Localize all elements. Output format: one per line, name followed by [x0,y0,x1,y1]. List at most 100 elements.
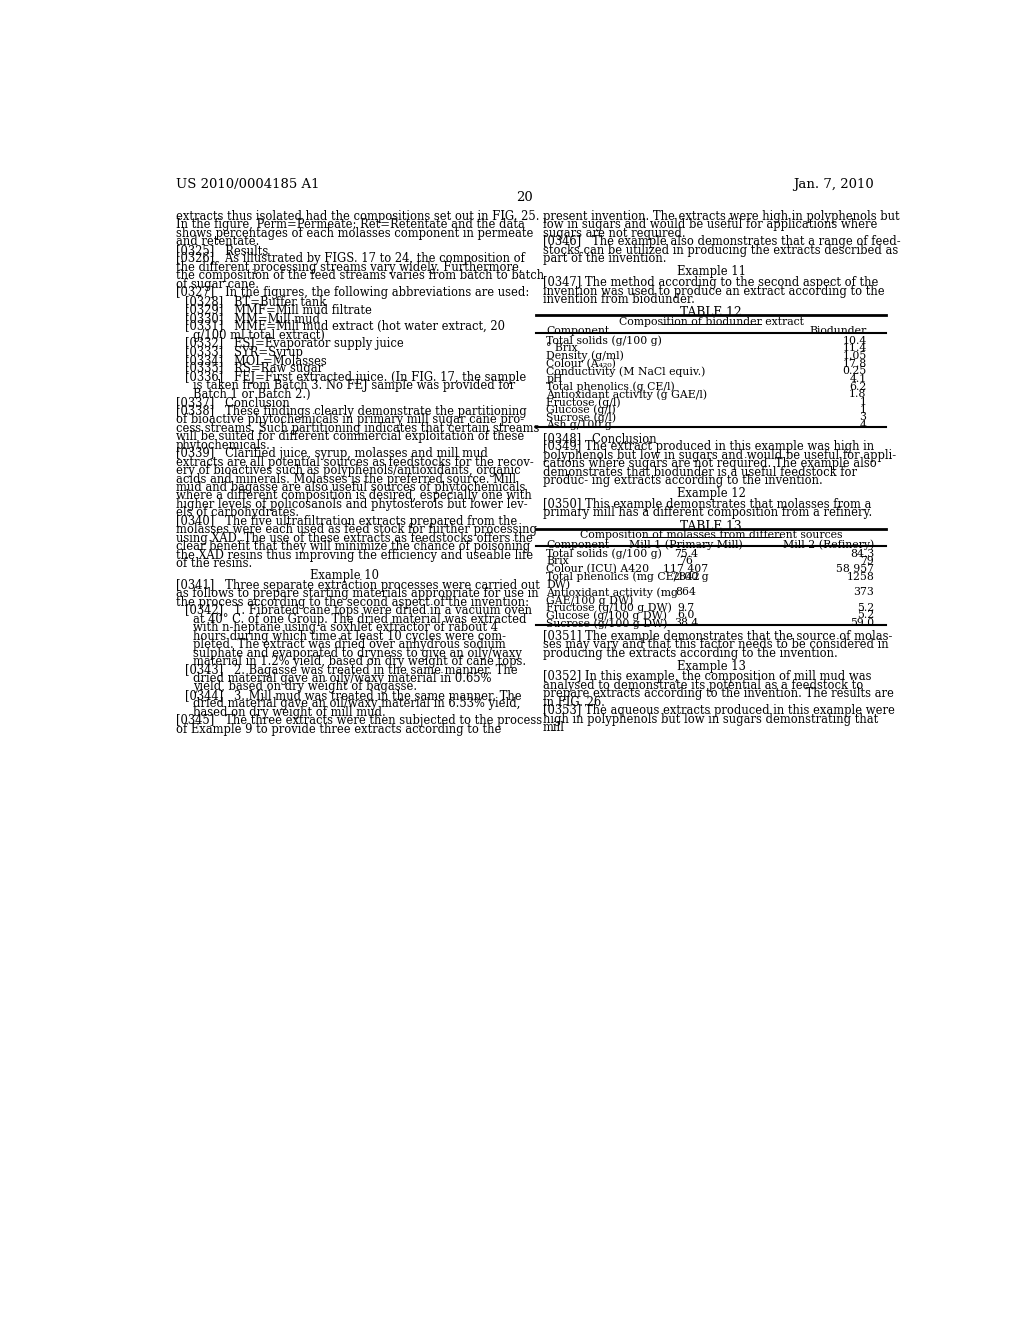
Text: cations where sugars are not required. The example also: cations where sugars are not required. T… [543,457,877,470]
Text: 11.4: 11.4 [843,343,866,354]
Text: Total solids (g/100 g): Total solids (g/100 g) [547,549,663,560]
Text: Example 13: Example 13 [677,660,745,673]
Text: sugars are not required.: sugars are not required. [543,227,685,240]
Text: Fructose (g/100 g DW): Fructose (g/100 g DW) [547,603,673,614]
Text: Jan. 7, 2010: Jan. 7, 2010 [793,178,873,190]
Text: 1.8: 1.8 [849,389,866,400]
Text: will be suited for different commercial exploitation of these: will be suited for different commercial … [176,430,524,444]
Text: 373: 373 [853,587,874,597]
Text: 117 407: 117 407 [664,564,709,574]
Text: [0347] The method according to the second aspect of the: [0347] The method according to the secon… [543,276,878,289]
Text: g/100 ml total extract): g/100 ml total extract) [194,329,325,342]
Text: ery of bioactives such as polyphenols/antioxidants, organic: ery of bioactives such as polyphenols/an… [176,465,520,477]
Text: primary mill has a different composition from a refinery.: primary mill has a different composition… [543,507,871,520]
Text: [0338]   These findings clearly demonstrate the partitioning: [0338] These findings clearly demonstrat… [176,405,526,418]
Text: Fructose (g/l): Fructose (g/l) [547,397,622,408]
Text: [0327]   In the figures, the following abbreviations are used:: [0327] In the figures, the following abb… [176,286,529,300]
Text: the process according to the second aspect of the invention:: the process according to the second aspe… [176,595,529,609]
Text: [0330]   MM=Mill mud: [0330] MM=Mill mud [185,312,321,325]
Text: high in polyphenols but low in sugars demonstrating that: high in polyphenols but low in sugars de… [543,713,878,726]
Text: 864: 864 [676,587,696,597]
Text: [0331]   MME=Mill mud extract (hot water extract, 20: [0331] MME=Mill mud extract (hot water e… [185,321,506,333]
Text: yield, based on dry weight of bagasse.: yield, based on dry weight of bagasse. [194,681,417,693]
Text: 38.4: 38.4 [674,618,698,628]
Text: clear benefit that they will minimize the chance of poisoning: clear benefit that they will minimize th… [176,540,530,553]
Text: 17.8: 17.8 [843,359,866,368]
Text: Sucrose (g/l): Sucrose (g/l) [547,412,616,424]
Text: [0329]   MMF=Mill mud filtrate: [0329] MMF=Mill mud filtrate [185,304,373,317]
Text: Antioxidant activity (mg: Antioxidant activity (mg [547,587,678,598]
Text: pH: pH [547,374,563,384]
Text: 75.4: 75.4 [674,549,698,558]
Text: Component: Component [547,326,609,337]
Text: Brix: Brix [547,557,569,566]
Text: extracts are all potential sources as feedstocks for the recov-: extracts are all potential sources as fe… [176,455,534,469]
Text: based on dry weight of mill mud.: based on dry weight of mill mud. [194,706,386,719]
Text: DW): DW) [547,579,570,590]
Text: Example 12: Example 12 [677,487,745,500]
Text: acids and minerals. Molasses is the preferred source. Mill: acids and minerals. Molasses is the pref… [176,473,516,486]
Text: pleted. The extract was dried over anhydrous sodium: pleted. The extract was dried over anhyd… [194,638,506,651]
Text: analysed to demonstrate its potential as a feedstock to: analysed to demonstrate its potential as… [543,678,863,692]
Text: producing the extracts according to the invention.: producing the extracts according to the … [543,647,838,660]
Text: 10.4: 10.4 [843,335,866,346]
Text: dried material gave an oily/waxy material in 0.65%: dried material gave an oily/waxy materia… [194,672,492,685]
Text: mill: mill [543,721,564,734]
Text: [0345]   The three extracts were then subjected to the process: [0345] The three extracts were then subj… [176,714,542,727]
Text: Antioxidant activity (g GAE/l): Antioxidant activity (g GAE/l) [547,389,708,400]
Text: [0348]   Conclusion: [0348] Conclusion [543,432,656,445]
Text: ses may vary and that this factor needs to be considered in: ses may vary and that this factor needs … [543,638,888,651]
Text: higher levels of policosanols and phytosterols but lower lev-: higher levels of policosanols and phytos… [176,498,527,511]
Text: Batch 1 or Batch 2.): Batch 1 or Batch 2.) [194,388,310,401]
Text: [0342]   1. Fibrated cane tops were dried in a vacuum oven: [0342] 1. Fibrated cane tops were dried … [185,605,532,618]
Text: of Example 9 to provide three extracts according to the: of Example 9 to provide three extracts a… [176,723,502,735]
Text: [0343]   2. Bagasse was treated in the same manner. The: [0343] 2. Bagasse was treated in the sam… [185,664,518,677]
Text: sulphate and evaporated to dryness to give an oily/waxy: sulphate and evaporated to dryness to gi… [194,647,522,660]
Text: Ash g/100 g: Ash g/100 g [547,420,612,430]
Text: [0344]   3. Mill mud was treated in the same manner. The: [0344] 3. Mill mud was treated in the sa… [185,689,522,702]
Text: is taken from Batch 3. No FEJ sample was provided for: is taken from Batch 3. No FEJ sample was… [194,379,515,392]
Text: [0332]   ESJ=Evaporator supply juice: [0332] ESJ=Evaporator supply juice [185,337,404,350]
Text: [0337]   Conclusion: [0337] Conclusion [176,396,290,409]
Text: [0351] The example demonstrates that the source of molas-: [0351] The example demonstrates that the… [543,630,892,643]
Text: of sugar cane.: of sugar cane. [176,277,259,290]
Text: dried material gave an oil/waxy material in 6.53% yield,: dried material gave an oil/waxy material… [194,697,520,710]
Text: Component: Component [547,540,609,549]
Text: low in sugars and would be useful for applications where: low in sugars and would be useful for ap… [543,218,877,231]
Text: 6.0: 6.0 [677,610,694,620]
Text: 3: 3 [859,412,866,422]
Text: invention was used to produce an extract according to the: invention was used to produce an extract… [543,285,885,298]
Text: Colour (ICU) A420: Colour (ICU) A420 [547,564,649,574]
Text: 84.3: 84.3 [850,549,874,558]
Text: stocks can be utilized in producing the extracts described as: stocks can be utilized in producing the … [543,244,898,257]
Text: 5.2: 5.2 [857,603,874,612]
Text: Conductivity (M NaCl equiv.): Conductivity (M NaCl equiv.) [547,367,706,378]
Text: Sucrose (g/100 g DW): Sucrose (g/100 g DW) [547,618,668,628]
Text: and retentate.: and retentate. [176,235,259,248]
Text: of the resins.: of the resins. [176,557,252,570]
Text: Total solids (g/100 g): Total solids (g/100 g) [547,335,663,346]
Text: 1258: 1258 [847,572,874,582]
Text: [0349] The extract produced in this example was high in: [0349] The extract produced in this exam… [543,441,873,453]
Text: Total phenolics (g CE/l): Total phenolics (g CE/l) [547,381,675,392]
Text: at 40° C. of one Group. The dried material was extracted: at 40° C. of one Group. The dried materi… [194,612,526,626]
Text: [0326]   As illustrated by FIGS. 17 to 24, the composition of: [0326] As illustrated by FIGS. 17 to 24,… [176,252,525,265]
Text: Density (g/ml): Density (g/ml) [547,351,625,362]
Text: the different processing streams vary widely. Furthermore,: the different processing streams vary wi… [176,261,522,273]
Text: GAE/100 g DW): GAE/100 g DW) [547,595,634,606]
Text: [0328]   BT=Buffer tank: [0328] BT=Buffer tank [185,294,327,308]
Text: Example 10: Example 10 [310,569,379,582]
Text: 1: 1 [859,405,866,414]
Text: Colour (A₄₂₀): Colour (A₄₂₀) [547,359,616,368]
Text: [0340]   The five ultrafiltration extracts prepared from the: [0340] The five ultrafiltration extracts… [176,515,517,528]
Text: [0346]   The example also demonstrates that a range of feed-: [0346] The example also demonstrates tha… [543,235,900,248]
Text: extracts thus isolated had the compositions set out in FIG. 25.: extracts thus isolated had the compositi… [176,210,540,223]
Text: els of carbohydrates.: els of carbohydrates. [176,507,299,520]
Text: part of the invention.: part of the invention. [543,252,667,265]
Text: [0352] In this example, the composition of mill mud was: [0352] In this example, the composition … [543,671,871,684]
Text: [0341]   Three separate extraction processes were carried out: [0341] Three separate extraction process… [176,579,540,591]
Text: 6.2: 6.2 [849,381,866,392]
Text: [0335]   RS=Raw sugar: [0335] RS=Raw sugar [185,363,324,375]
Text: prepare extracts according to the invention. The results are: prepare extracts according to the invent… [543,688,894,701]
Text: [0325]   Results: [0325] Results [176,244,268,257]
